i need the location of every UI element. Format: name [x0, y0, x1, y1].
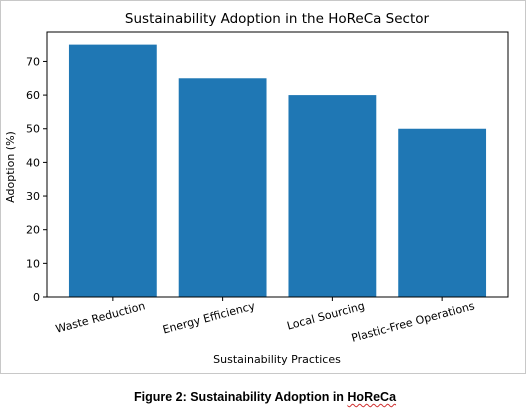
- bar-0: [68, 44, 157, 298]
- y-tick-label-4: 40: [26, 156, 40, 169]
- bar-3: [398, 128, 487, 297]
- y-tick-label-6: 60: [26, 89, 40, 102]
- bar-2: [288, 95, 377, 297]
- y-tick-label-2: 20: [26, 224, 40, 237]
- y-tick-label-5: 50: [26, 123, 40, 136]
- figure-caption: Figure 2: Sustainability Adoption in HoR…: [0, 390, 530, 404]
- y-tick-label-3: 30: [26, 190, 40, 203]
- bar-chart: Sustainability Adoption in the HoReCa Se…: [4, 11, 509, 366]
- bar-1: [178, 78, 267, 298]
- x-tick-label-0: Waste Reduction: [54, 299, 146, 335]
- plot-area-frame: [46, 31, 509, 298]
- y-tick-label-0: 0: [33, 291, 40, 304]
- figure-caption-text: Figure 2: Sustainability Adoption in: [133, 390, 348, 404]
- chart-frame: Sustainability Adoption in the HoReCa Se…: [0, 0, 526, 374]
- y-tick-label-7: 70: [26, 55, 40, 68]
- chart-title: Sustainability Adoption in the HoReCa Se…: [125, 11, 430, 27]
- x-tick-label-1: Energy Efficiency: [161, 299, 257, 336]
- y-axis-label: Adoption (%): [4, 131, 17, 203]
- x-tick-label-3: Plastic-Free Operations: [350, 299, 476, 344]
- x-tick-label-2: Local Sourcing: [285, 299, 366, 332]
- y-tick-label-1: 10: [26, 257, 40, 270]
- x-axis-label: Sustainability Practices: [213, 353, 341, 366]
- figure-caption-spellcheck-word: HoReCa: [347, 390, 397, 404]
